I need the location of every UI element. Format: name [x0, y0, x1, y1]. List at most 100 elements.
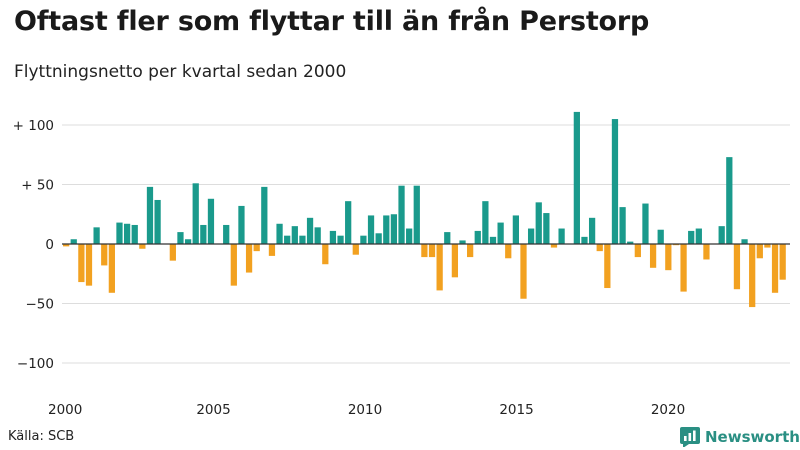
bar: [177, 232, 184, 244]
bar: [634, 244, 641, 258]
bar: [383, 215, 390, 244]
bar: [764, 244, 771, 248]
bar: [619, 207, 626, 244]
bar: [558, 228, 565, 244]
bar: [505, 244, 512, 259]
bar: [665, 244, 672, 271]
brand-name: Newsworthy: [705, 428, 800, 446]
chart-title: Oftast fler som flyttar till än från Per…: [14, 6, 650, 37]
bar: [421, 244, 428, 258]
bar: [139, 244, 146, 249]
bar: [146, 186, 154, 244]
bar: [749, 244, 756, 308]
bar: [78, 244, 85, 283]
bar: [284, 235, 291, 244]
bar: [680, 244, 687, 292]
bar: [497, 222, 504, 244]
bar: [337, 235, 344, 244]
bar: [406, 228, 413, 244]
bar: [512, 215, 519, 244]
axes: + 100 + 50 0 −50 −100 2000 2005 2010 2015 2020: [13, 118, 790, 418]
bar: [436, 244, 443, 291]
bar: [718, 226, 725, 244]
bar: [352, 244, 359, 255]
bar: [375, 233, 382, 244]
bar: [398, 185, 405, 244]
bar: [588, 217, 596, 244]
bar: [230, 244, 237, 286]
bar: [627, 241, 634, 244]
bar: [360, 235, 367, 244]
bar: [268, 244, 276, 256]
bar: [527, 228, 535, 244]
bar: [276, 223, 283, 244]
bar: [726, 157, 733, 244]
bar: [116, 222, 123, 244]
x-tick-label: 2020: [651, 402, 685, 418]
bar: [428, 244, 436, 258]
bar: [314, 227, 321, 244]
chart-subtitle: Flyttningsnetto per kvartal sedan 2000: [14, 62, 347, 82]
bar: [543, 213, 550, 244]
bar: [741, 239, 748, 244]
bar: [207, 198, 215, 244]
brand-logo[interactable]: Newsworthy: [680, 427, 800, 447]
bar: [299, 235, 306, 244]
bar: [123, 223, 131, 244]
bar: [367, 215, 375, 244]
bar: [535, 202, 542, 244]
bar: [253, 244, 260, 252]
x-tick-label: 2015: [499, 402, 533, 418]
bar: [63, 244, 70, 247]
bar: [459, 240, 466, 244]
bar: [192, 183, 199, 244]
bar: [467, 244, 474, 258]
bar: [444, 232, 451, 244]
y-tick-label: −100: [17, 356, 54, 372]
bar: [85, 244, 93, 286]
bar: [520, 244, 527, 299]
source-note: Källa: SCB: [8, 429, 75, 444]
bar: [101, 244, 108, 266]
bar: [550, 244, 558, 248]
bar: [329, 230, 337, 244]
bar: [238, 205, 245, 244]
bar: [291, 226, 298, 244]
bar: [573, 111, 580, 244]
bar: [688, 230, 695, 244]
bar: [756, 244, 763, 259]
bar: [184, 239, 192, 244]
bar: [703, 244, 710, 260]
bar: [322, 244, 329, 265]
bar: [306, 217, 314, 244]
bar: [657, 229, 664, 244]
bar: [245, 244, 253, 273]
bar: [695, 228, 702, 244]
bar: [611, 119, 619, 244]
bar: [345, 201, 352, 244]
bar: [733, 244, 741, 290]
bar: [451, 244, 459, 278]
x-tick-label: 2010: [348, 402, 382, 418]
bar: [642, 203, 649, 244]
bar: [649, 244, 657, 268]
bar: [474, 230, 481, 244]
bar: [200, 224, 207, 244]
y-tick-label: + 100: [13, 118, 54, 134]
bar: [223, 224, 230, 244]
bar: [108, 244, 115, 293]
newsworthy-logo-icon: [680, 427, 700, 447]
bar: [70, 239, 77, 244]
y-tick-label: −50: [26, 297, 55, 313]
bar: [390, 214, 398, 244]
grid-lines: [62, 124, 790, 364]
bar: [413, 185, 420, 244]
bar: [482, 201, 489, 244]
bar: [604, 244, 611, 289]
bar: [581, 236, 588, 244]
bar: [489, 236, 497, 244]
y-tick-label: 0: [45, 237, 54, 253]
bar: [93, 227, 100, 244]
x-tick-label: 2005: [196, 402, 230, 418]
